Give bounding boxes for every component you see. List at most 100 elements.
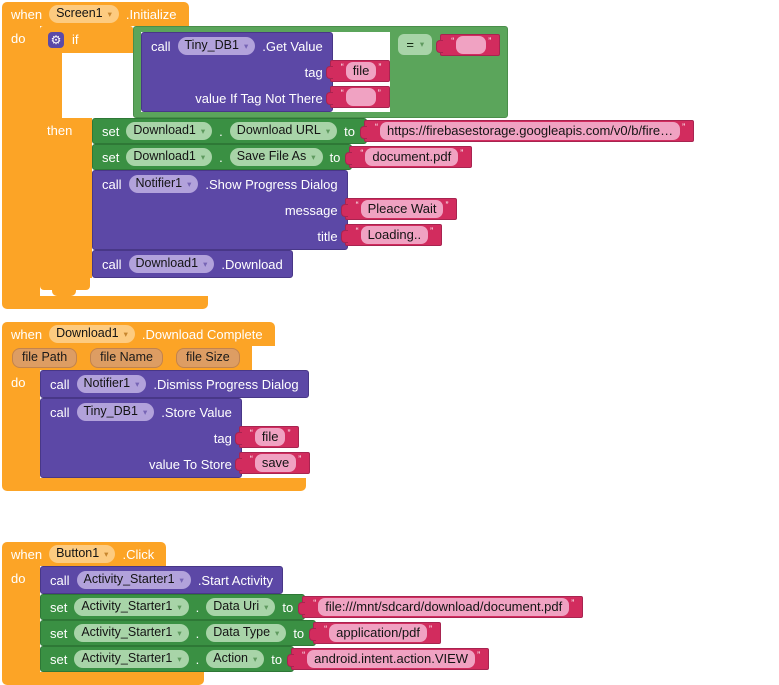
call-download-block[interactable]: call Download1 ▾ .Download (92, 250, 293, 278)
text-string-block[interactable]: “ https://firebasestorage.googleapis.com… (359, 120, 695, 142)
gear-icon[interactable]: ⚙ (48, 31, 64, 48)
set-block-body[interactable]: set Activity_Starter1 ▾ . Data Uri ▾ to (40, 594, 306, 620)
chevron-down-icon: ▾ (179, 574, 184, 585)
arg-label-value-if-tag-not-there: value If Tag Not There (195, 90, 323, 106)
event-header[interactable]: when Button1 ▾ .Click (2, 542, 167, 566)
component-dropdown[interactable]: Download1 ▾ (128, 255, 215, 273)
text-value[interactable]: https://firebasestorage.googleapis.com/v… (380, 122, 681, 140)
text-string-block[interactable]: “ application/pdf ” (309, 622, 441, 644)
call-getvalue-block[interactable]: call Tiny_DB1 ▾ .Get Value tag (141, 32, 391, 112)
property-dropdown[interactable]: Action ▾ (206, 650, 265, 668)
text-string-block[interactable]: “ file ” (325, 60, 391, 82)
set-keyword: set (102, 123, 120, 139)
property-dropdown[interactable]: Save File As ▾ (229, 148, 323, 166)
call-show-progress-dialog-block[interactable]: call Notifier1 ▾ .Show Progress Dialog m… (92, 170, 458, 250)
close-quote-icon: ” (571, 598, 575, 608)
component-dropdown[interactable]: Button1 ▾ (49, 545, 116, 563)
event-name: .Download Complete (141, 326, 263, 342)
call-block-body[interactable]: call Notifier1 ▾ .Show Progress Dialog m… (92, 170, 348, 250)
component-dropdown[interactable]: Notifier1 ▾ (76, 375, 147, 393)
component-dropdown[interactable]: Download1 ▾ (49, 325, 135, 343)
text-value[interactable]: save (254, 454, 297, 472)
text-value[interactable]: file:///mnt/sdcard/download/document.pdf (318, 598, 570, 616)
to-keyword: to (329, 149, 341, 165)
call-store-value-block[interactable]: call Tiny_DB1 ▾ .Store Value tag value T… (40, 398, 311, 478)
event-block-download-complete[interactable]: when Download1 ▾ .Download Complete file… (2, 322, 311, 491)
event-header[interactable]: when Download1 ▾ .Download Complete (2, 322, 275, 346)
call-keyword: call (50, 404, 70, 420)
call-start-activity-block[interactable]: call Activity_Starter1 ▾ .Start Activity (40, 566, 283, 594)
text-value[interactable]: file (254, 428, 286, 446)
property-dropdown[interactable]: Data Uri ▾ (206, 598, 276, 616)
equals-block[interactable]: call Tiny_DB1 ▾ .Get Value tag (133, 26, 509, 118)
text-string-block[interactable]: “ save ” (234, 452, 311, 474)
equals-operator-dropdown[interactable]: = ▾ (398, 34, 433, 55)
param-chip-file-name[interactable]: file Name (90, 348, 163, 368)
param-chip-file-size[interactable]: file Size (175, 348, 240, 368)
empty-text-string-block[interactable]: “ ” (325, 86, 390, 108)
set-block-body[interactable]: set Activity_Starter1 ▾ . Action ▾ to (40, 646, 295, 672)
empty-text-field[interactable] (456, 36, 487, 54)
text-value[interactable]: document.pdf (365, 148, 459, 166)
empty-text-string-block[interactable]: “ ” (436, 34, 501, 56)
chevron-down-icon: ▾ (325, 125, 331, 136)
text-string-block[interactable]: “ file ” (234, 426, 300, 448)
component-dropdown[interactable]: Activity_Starter1 ▾ (76, 571, 191, 589)
text-string-block[interactable]: “ document.pdf ” (345, 146, 473, 168)
component-dropdown[interactable]: Download1 ▾ (126, 122, 213, 140)
open-quote-icon: “ (302, 650, 306, 660)
do-rail: do (2, 370, 40, 478)
text-value[interactable]: application/pdf (329, 624, 427, 642)
text-string-block[interactable]: “ Pleace Wait ” (340, 198, 458, 220)
call-block-body[interactable]: call Download1 ▾ .Download (92, 250, 293, 278)
text-string-block[interactable]: “ android.intent.action.VIEW ” (287, 648, 490, 670)
text-value[interactable]: file (345, 62, 377, 80)
set-block-body[interactable]: set Download1 ▾ . Save File As ▾ (92, 144, 353, 170)
component-name: Screen1 (56, 6, 103, 20)
set-block-body[interactable]: set Download1 ▾ . Download URL ▾ (92, 118, 367, 144)
empty-text-field[interactable] (345, 88, 376, 106)
event-header[interactable]: when Screen1 ▾ .Initialize (2, 2, 189, 26)
call-dismiss-progress-dialog-block[interactable]: call Notifier1 ▾ .Dismiss Progress Dialo… (40, 370, 309, 398)
when-keyword: when (11, 6, 43, 22)
set-download-url-block[interactable]: set Download1 ▾ . Download URL ▾ (92, 118, 695, 144)
call-block-body[interactable]: call Tiny_DB1 ▾ .Get Value tag (141, 32, 333, 112)
if-block-bottom (40, 278, 90, 296)
set-save-file-as-block[interactable]: set Download1 ▾ . Save File As ▾ (92, 144, 473, 170)
property-dropdown[interactable]: Download URL ▾ (229, 122, 338, 140)
text-value[interactable]: Pleace Wait (360, 200, 444, 218)
if-keyword: if (72, 32, 79, 47)
component-dropdown[interactable]: Activity_Starter1 ▾ (74, 650, 189, 668)
text-value[interactable]: Loading.. (360, 226, 429, 244)
component-dropdown[interactable]: Tiny_DB1 ▾ (177, 37, 256, 55)
component-dropdown[interactable]: Activity_Starter1 ▾ (74, 598, 189, 616)
component-dropdown[interactable]: Screen1 ▾ (49, 5, 119, 23)
if-header[interactable]: ⚙ if (40, 26, 133, 53)
component-dropdown[interactable]: Tiny_DB1 ▾ (76, 403, 155, 421)
param-chip-file-path[interactable]: file Path (12, 348, 78, 368)
property-dropdown[interactable]: Data Type ▾ (206, 624, 287, 642)
event-block-screen-initialize[interactable]: when Screen1 ▾ .Initialize do ⚙ if (2, 2, 695, 309)
component-dropdown[interactable]: Activity_Starter1 ▾ (74, 624, 189, 642)
set-data-uri-block[interactable]: set Activity_Starter1 ▾ . Data Uri ▾ to … (40, 594, 584, 620)
component-dropdown[interactable]: Notifier1 ▾ (128, 175, 199, 193)
if-block[interactable]: ⚙ if call T (40, 26, 695, 296)
text-string-block[interactable]: “ file:///mnt/sdcard/download/document.p… (298, 596, 584, 618)
open-quote-icon: “ (313, 598, 317, 608)
component-dropdown[interactable]: Download1 ▾ (126, 148, 213, 166)
set-block-body[interactable]: set Activity_Starter1 ▾ . Data Type ▾ to (40, 620, 317, 646)
component-name: Button1 (56, 546, 100, 560)
event-block-button-click[interactable]: when Button1 ▾ .Click do call Activity_S… (2, 542, 584, 685)
open-quote-icon: “ (375, 122, 378, 132)
set-action-block[interactable]: set Activity_Starter1 ▾ . Action ▾ to “ … (40, 646, 490, 672)
text-value[interactable]: android.intent.action.VIEW (307, 650, 476, 668)
text-string-block[interactable]: “ Loading.. ” (340, 224, 443, 246)
do-keyword: do (11, 571, 26, 586)
set-data-type-block[interactable]: set Activity_Starter1 ▾ . Data Type ▾ to… (40, 620, 441, 646)
component-name: Notifier1 (135, 176, 183, 190)
then-rail: then (40, 118, 92, 278)
call-block-body[interactable]: call Activity_Starter1 ▾ .Start Activity (40, 566, 283, 594)
call-block-body[interactable]: call Tiny_DB1 ▾ .Store Value tag value T… (40, 398, 242, 478)
call-block-body[interactable]: call Notifier1 ▾ .Dismiss Progress Dialo… (40, 370, 309, 398)
